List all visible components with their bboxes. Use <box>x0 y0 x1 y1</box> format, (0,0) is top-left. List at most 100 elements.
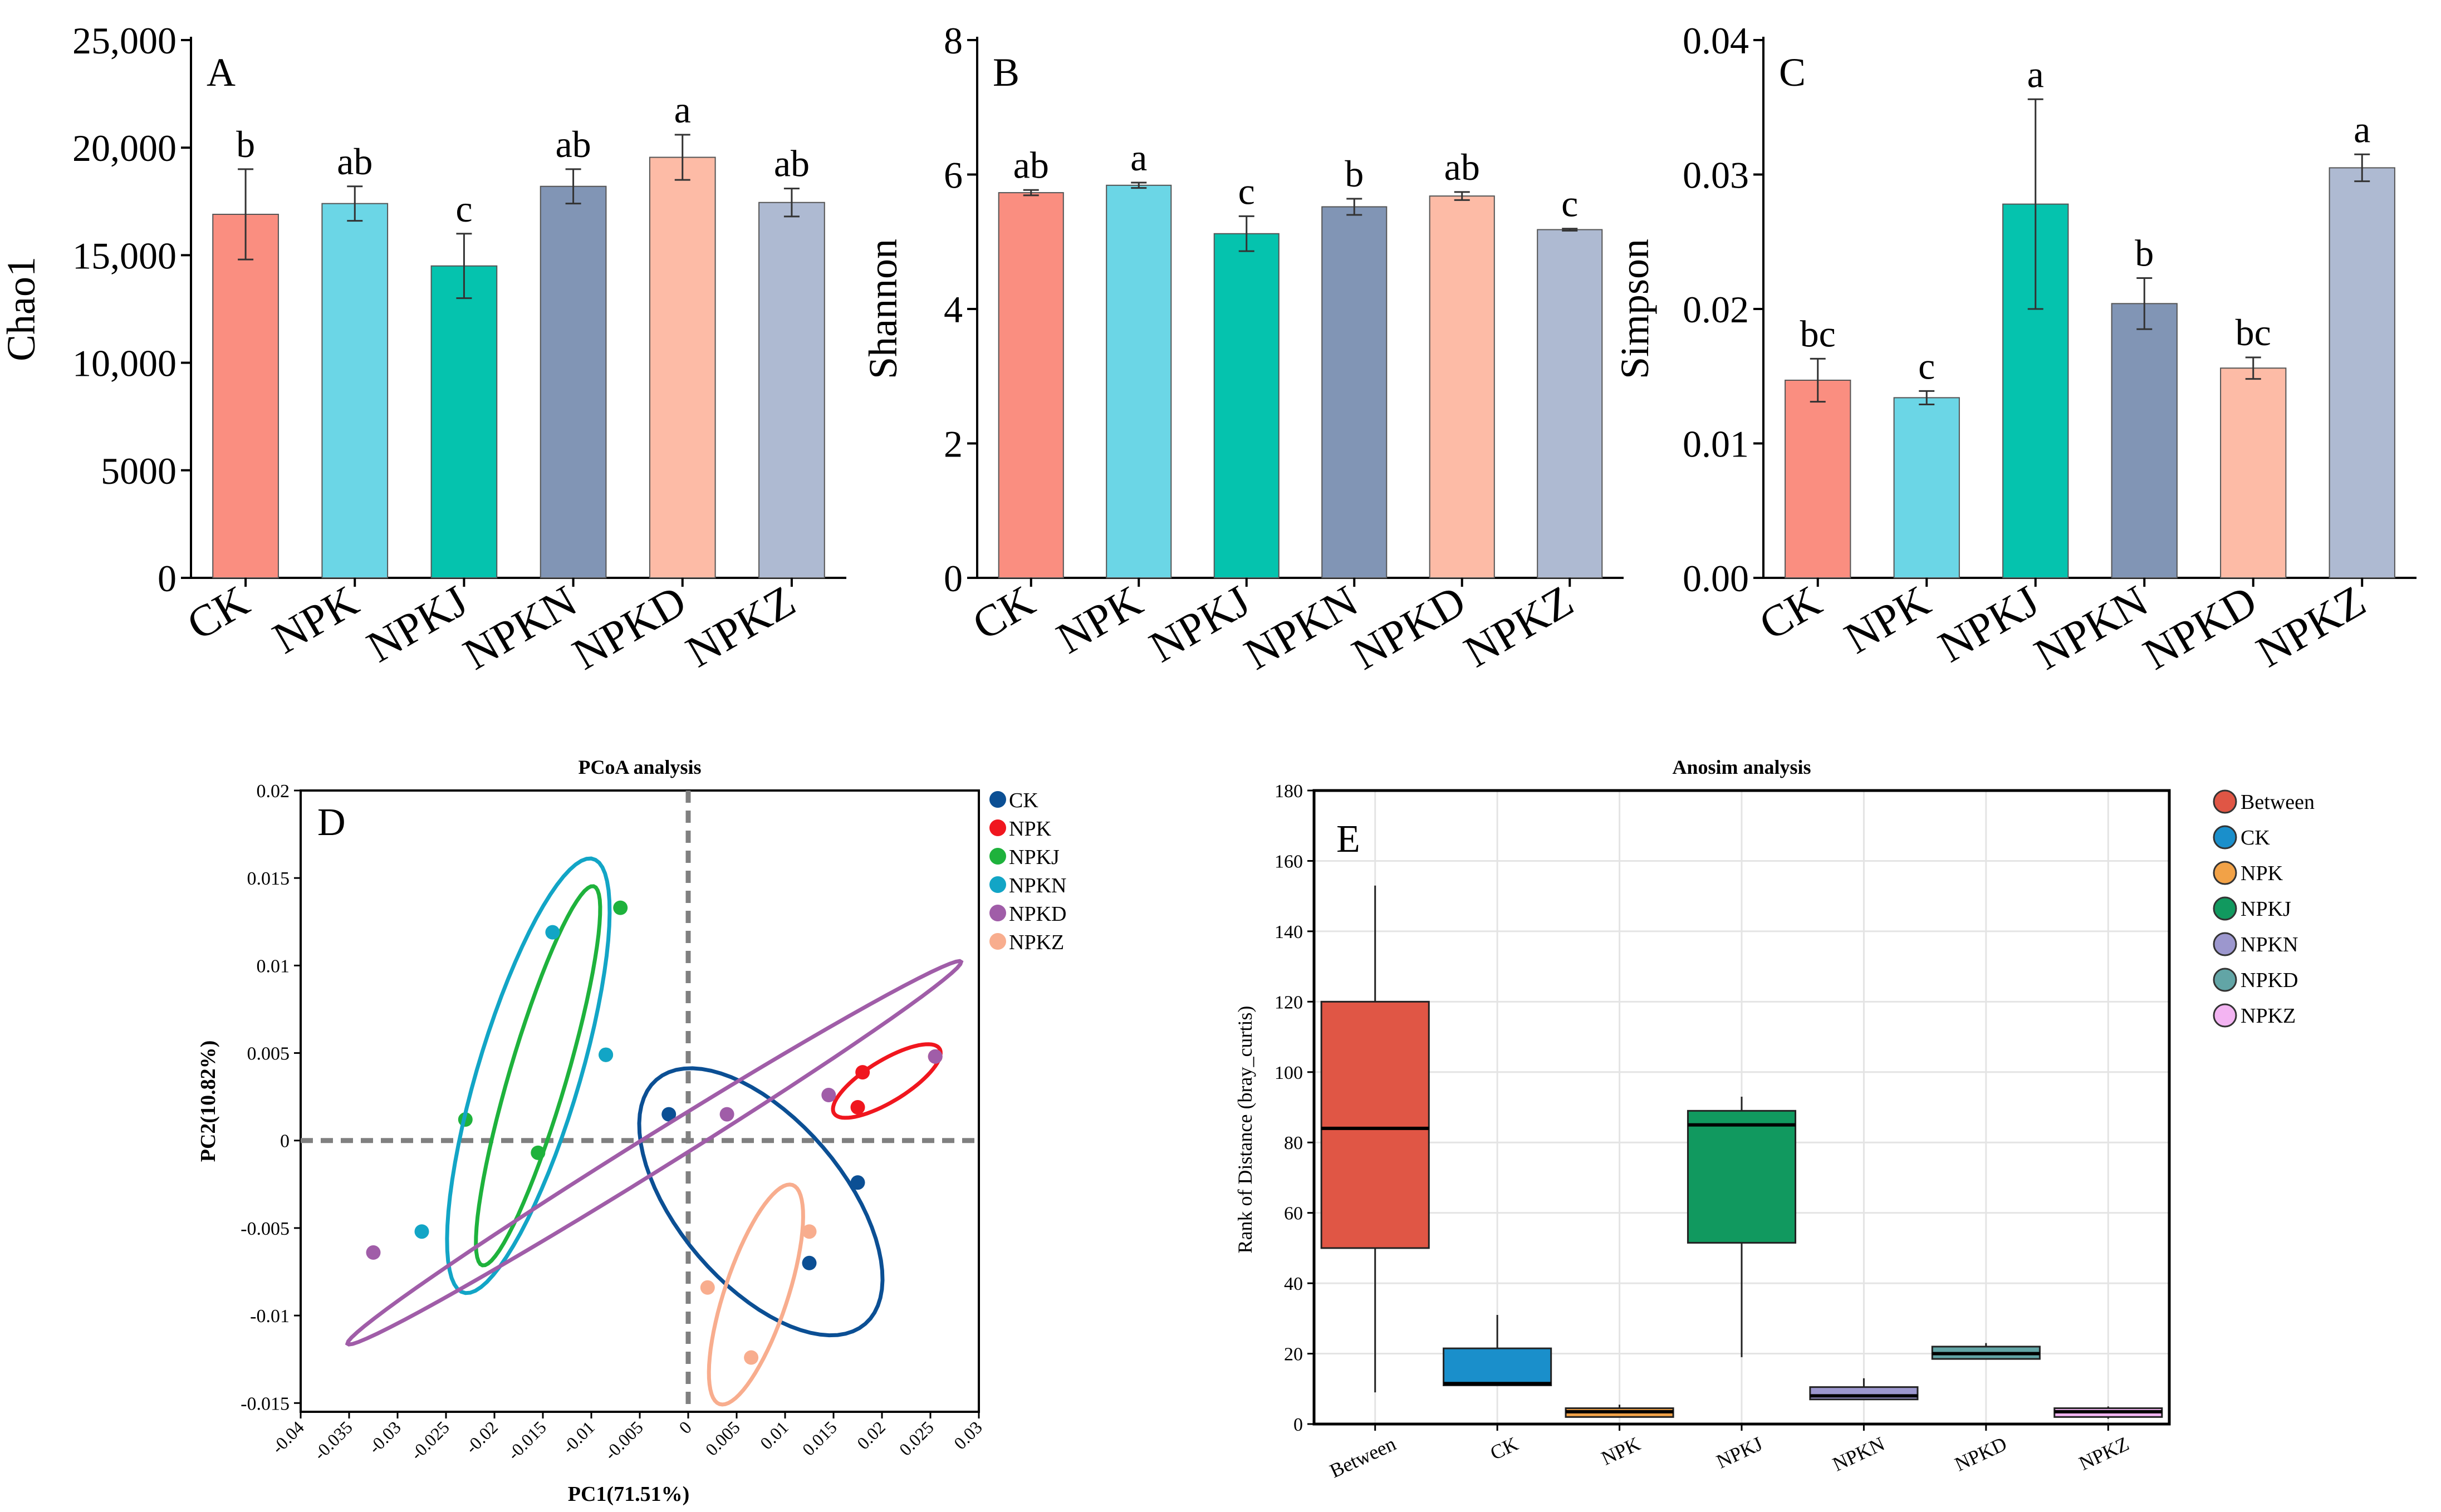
y-tick-label: 40 <box>1284 1274 1303 1294</box>
panel-letter: E <box>1336 818 1360 861</box>
legend-marker <box>2213 896 2237 921</box>
panel-letter: C <box>1779 50 1806 95</box>
panel-letter: D <box>317 801 346 844</box>
y-tick-label: 100 <box>1275 1063 1303 1083</box>
sample-point <box>744 1350 759 1365</box>
y-axis-title: Rank of Distance (bray_curtis) <box>1234 1006 1256 1254</box>
y-tick-label: 140 <box>1275 922 1303 942</box>
y-tick-label: 2 <box>944 423 963 465</box>
legend-label: NPK <box>1009 817 1052 841</box>
legend-label: NPKN <box>2241 933 2298 956</box>
y-tick-label: 15,000 <box>72 234 177 277</box>
y-tick-label: 0.00 <box>1683 557 1749 600</box>
y-tick-label: -0.005 <box>241 1219 290 1239</box>
y-tick-label: 120 <box>1275 992 1303 1013</box>
sample-point <box>700 1280 715 1295</box>
significance-letter: bc <box>1800 312 1836 355</box>
chart-title: Anosim analysis <box>1672 756 1811 778</box>
significance-letter: c <box>455 188 472 230</box>
sample-point <box>414 1224 429 1239</box>
significance-letter: ab <box>774 143 810 185</box>
bar <box>998 192 1064 579</box>
confidence-ellipse <box>707 1182 805 1407</box>
y-tick-label: 5000 <box>101 450 177 492</box>
confidence-ellipse <box>637 1066 885 1338</box>
sample-point <box>850 1175 865 1190</box>
y-tick-label: -0.015 <box>241 1393 290 1414</box>
significance-letter: ab <box>337 140 372 183</box>
legend-marker <box>2213 932 2237 956</box>
y-axis-title: Chao1 <box>0 257 43 361</box>
legend-marker <box>989 848 1006 865</box>
legend-marker <box>2213 825 2237 850</box>
y-tick-label: 0.02 <box>257 781 290 802</box>
legend-label: NPK <box>2241 862 2283 885</box>
y-tick-label: 6 <box>944 154 963 197</box>
confidence-ellipse <box>474 884 602 1268</box>
significance-letter: b <box>2135 232 2154 274</box>
legend-label: CK <box>1009 789 1038 812</box>
legend-marker <box>2213 789 2237 814</box>
significance-letter: b <box>236 123 255 165</box>
significance-letter: a <box>2354 108 2370 150</box>
y-tick-label: 180 <box>1275 781 1303 802</box>
significance-letter: c <box>1918 345 1935 387</box>
sample-point <box>719 1107 734 1122</box>
legend-label: NPKN <box>1009 874 1066 897</box>
legend-label: CK <box>2241 826 2270 850</box>
sample-point <box>366 1245 381 1260</box>
legend-label: NPKD <box>2241 969 2298 992</box>
significance-letter: a <box>2027 53 2044 95</box>
significance-letter: a <box>674 89 691 131</box>
sample-point <box>613 900 628 915</box>
y-tick-label: 0.02 <box>1683 288 1749 331</box>
sample-point <box>802 1224 817 1239</box>
legend-label: NPKZ <box>2241 1004 2296 1028</box>
legend-label: NPKD <box>1009 902 1066 926</box>
legend-marker <box>989 791 1006 808</box>
box <box>1809 1386 1919 1401</box>
y-tick-label: 0.015 <box>247 868 290 889</box>
y-tick-label: 0.005 <box>247 1044 290 1064</box>
box <box>1320 1000 1430 1249</box>
y-tick-label: 0 <box>158 557 177 600</box>
legend-marker <box>2213 861 2237 885</box>
bar <box>2111 303 2178 579</box>
sample-point <box>928 1049 943 1064</box>
legend-marker <box>989 876 1006 893</box>
bar <box>649 156 716 578</box>
y-tick-label: 60 <box>1284 1204 1303 1224</box>
legend-marker <box>2213 968 2237 992</box>
significance-letter: a <box>1130 136 1147 179</box>
bar <box>1429 195 1495 578</box>
panel-letter: B <box>993 50 1019 95</box>
bar <box>2329 167 2395 578</box>
legend-label: NPKJ <box>1009 846 1060 869</box>
panel-letter: A <box>207 50 236 95</box>
y-tick-label: 0.04 <box>1683 19 1749 62</box>
legend-label: NPKZ <box>1009 931 1064 954</box>
x-axis-title: PC1(71.51%) <box>568 1482 689 1506</box>
bar <box>1321 206 1388 578</box>
significance-letter: ab <box>555 123 591 165</box>
bar <box>1893 397 1960 578</box>
sample-point <box>821 1087 836 1102</box>
panel-e-anosim-chart: Anosim analysis E 0 20 40 60 80 100 120 140 160 180… <box>1234 756 2315 1482</box>
chart-title: PCoA analysis <box>578 756 701 778</box>
sample-point <box>855 1065 870 1080</box>
y-tick-label: 20 <box>1284 1344 1303 1365</box>
bar <box>321 203 389 578</box>
sample-point <box>661 1107 677 1122</box>
y-tick-label: 0 <box>1293 1415 1303 1435</box>
significance-letter: ab <box>1013 144 1049 186</box>
bar <box>540 185 607 578</box>
sample-point <box>545 925 560 940</box>
y-tick-label: 0.01 <box>257 956 290 976</box>
y-tick-label: 0.01 <box>1683 423 1749 465</box>
legend-label: NPKJ <box>2241 897 2291 921</box>
legend-marker <box>989 905 1006 921</box>
bar <box>1537 229 1603 578</box>
bar <box>1785 379 1851 578</box>
significance-letter: c <box>1561 183 1578 225</box>
